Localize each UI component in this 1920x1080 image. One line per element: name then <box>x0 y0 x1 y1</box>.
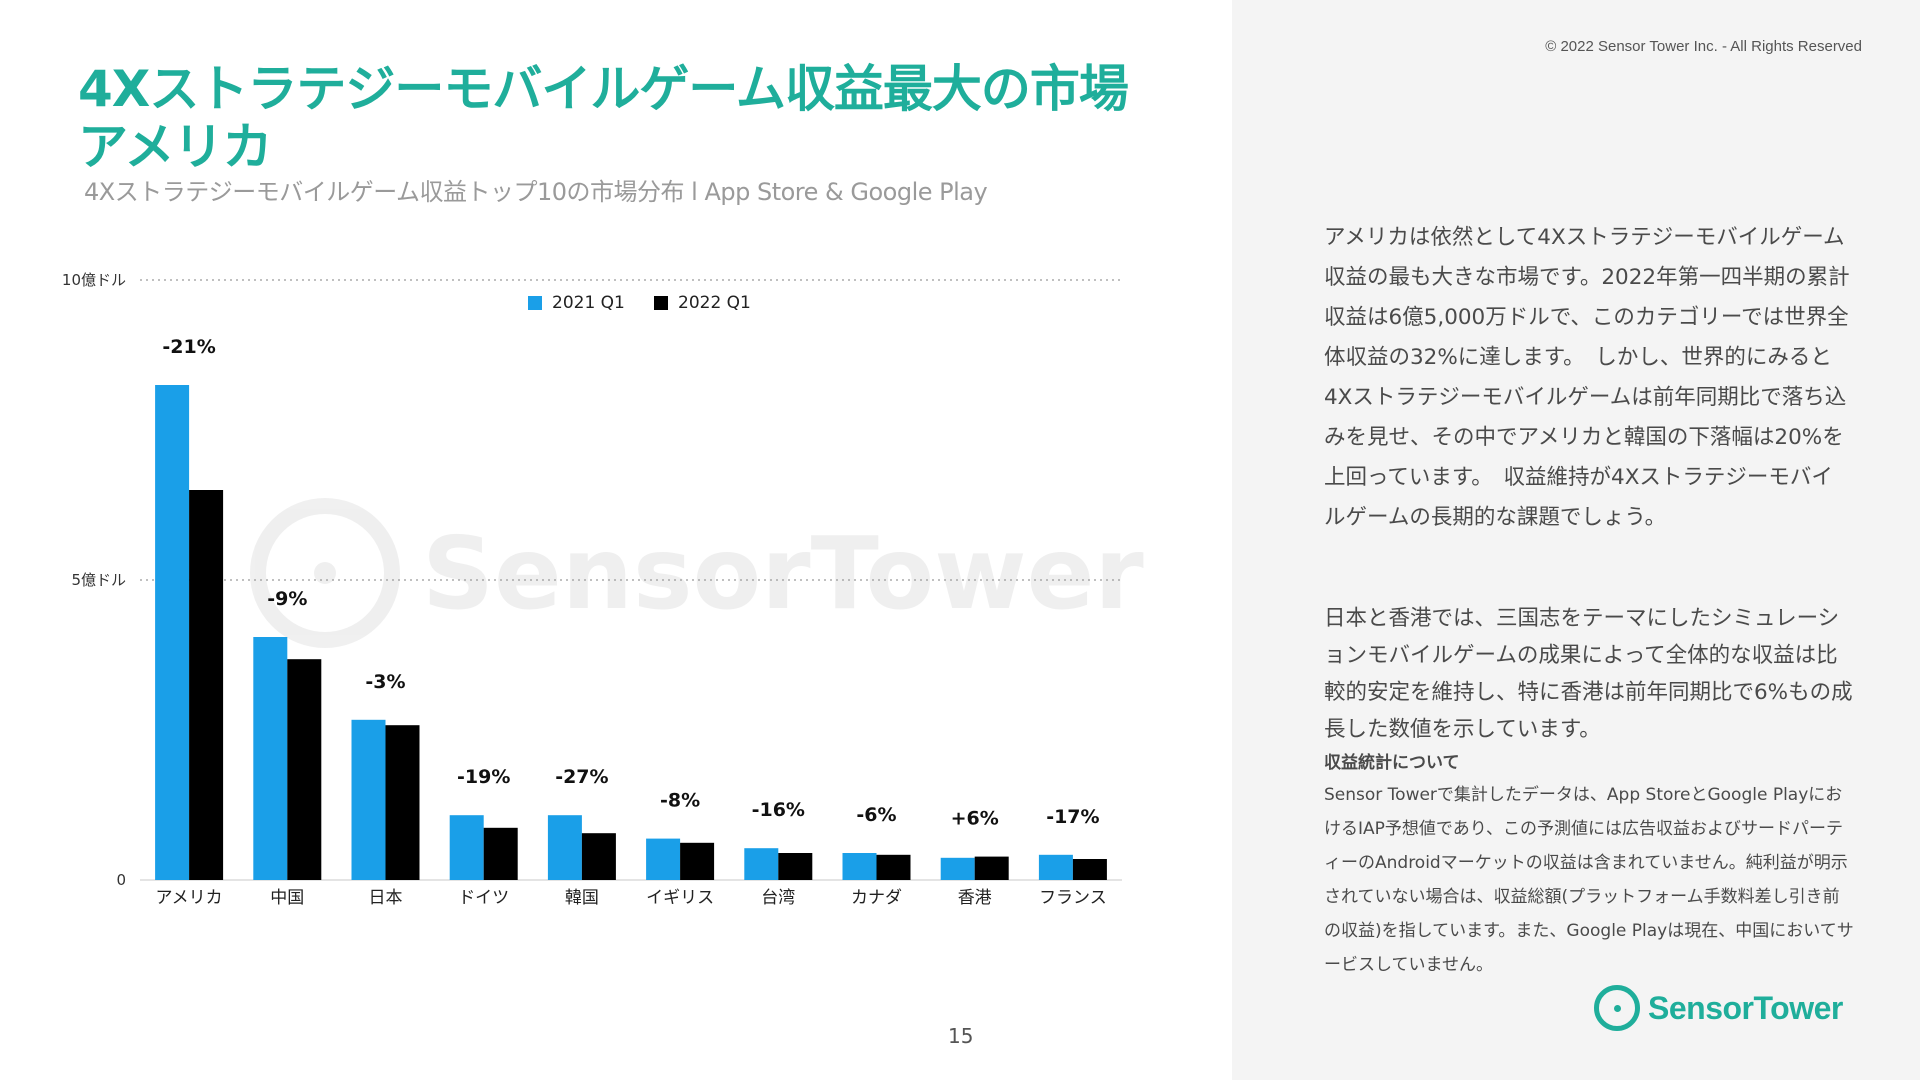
bar <box>778 853 813 880</box>
change-label: -6% <box>856 804 896 826</box>
copyright-notice: © 2022 Sensor Tower Inc. - All Rights Re… <box>1545 38 1862 55</box>
x-tick-label: アメリカ <box>156 888 223 908</box>
page-title-line-2: アメリカ <box>78 118 272 176</box>
revenue-note-heading: 収益統計について <box>1324 753 1460 773</box>
legend-label: 2022 Q1 <box>678 293 751 313</box>
y-tick-label: 10億ドル <box>62 271 126 289</box>
bar <box>547 815 582 880</box>
bar <box>646 838 681 880</box>
change-label: -3% <box>365 671 405 693</box>
commentary-panel: © 2022 Sensor Tower Inc. - All Rights Re… <box>1232 0 1920 1080</box>
change-label: -16% <box>752 799 805 821</box>
bar <box>842 853 877 880</box>
change-label: -9% <box>267 588 307 610</box>
bar <box>1038 854 1073 880</box>
sensor-tower-logo-icon <box>1594 985 1640 1031</box>
change-label: +6% <box>951 808 999 830</box>
bar <box>974 856 1009 880</box>
bar <box>189 490 224 880</box>
chart-subtitle: 4Xストラテジーモバイルゲーム収益トップ10の市場分布 l App Store … <box>84 178 988 206</box>
x-tick-label: 日本 <box>369 888 403 908</box>
bar <box>253 637 288 880</box>
bar <box>449 815 484 880</box>
sensor-tower-watermark: SensorTower <box>250 498 1144 648</box>
bar <box>680 842 715 880</box>
page-title-line-1: 4Xストラテジーモバイルゲーム収益最大の市場 <box>78 60 1129 118</box>
watermark-text: SensorTower <box>422 514 1144 632</box>
x-tick-label: ドイツ <box>458 888 509 908</box>
commentary-paragraph-1: アメリカは依然として4Xストラテジーモバイルゲーム収益の最も大きな市場です。20… <box>1324 225 1850 530</box>
legend-swatch <box>528 296 542 310</box>
bar <box>483 827 518 880</box>
bar <box>744 848 779 880</box>
x-tick-label: フランス <box>1039 888 1107 908</box>
page-number: 15 <box>948 1024 974 1048</box>
bar <box>876 854 911 880</box>
x-tick-label: 韓国 <box>565 888 599 908</box>
change-label: -27% <box>555 766 608 788</box>
bar-chart: 0 5億ドル 10億ドル 2021 Q1 2022 Q1 -21% アメリカ -9% 中国 -3%… <box>0 230 1232 930</box>
commentary-paragraph-2: 日本と香港では、三国志をテーマにしたシミュレーションモバイルゲームの成果によって… <box>1324 606 1853 742</box>
sensor-tower-logo: SensorTower <box>1594 985 1843 1031</box>
page-title: 4Xストラテジーモバイルゲーム収益最大の市場 アメリカ <box>78 60 1129 176</box>
bar <box>287 659 322 880</box>
chart-panel: 4Xストラテジーモバイルゲーム収益最大の市場 アメリカ 4Xストラテジーモバイル… <box>0 60 1232 1048</box>
bar <box>1072 859 1107 880</box>
bar <box>351 719 386 880</box>
change-label: -19% <box>457 766 510 788</box>
x-tick-label: イギリス <box>646 888 714 908</box>
change-label: -8% <box>660 790 700 812</box>
legend-swatch <box>654 296 668 310</box>
bar <box>385 725 420 880</box>
change-label: -17% <box>1046 806 1099 828</box>
bar <box>940 857 975 880</box>
y-tick-label: 0 <box>116 871 126 889</box>
x-tick-label: カナダ <box>851 888 902 908</box>
x-tick-label: 台湾 <box>761 888 795 908</box>
bar-chart-svg: 0 5億ドル 10億ドル 2021 Q1 2022 Q1 -21% アメリカ -9% 中国 -3%… <box>62 271 1122 908</box>
y-tick-label: 5億ドル <box>71 571 126 589</box>
legend-label: 2021 Q1 <box>552 293 625 313</box>
change-label: -21% <box>162 336 215 358</box>
sensor-tower-logo-text: SensorTower <box>1648 989 1843 1026</box>
x-tick-label: 香港 <box>958 888 992 908</box>
x-tick-label: 中国 <box>270 888 304 908</box>
bar <box>155 385 190 880</box>
bar <box>581 833 616 880</box>
revenue-note-text: Sensor Towerで集計したデータは、App StoreとGoogle P… <box>1324 785 1854 975</box>
